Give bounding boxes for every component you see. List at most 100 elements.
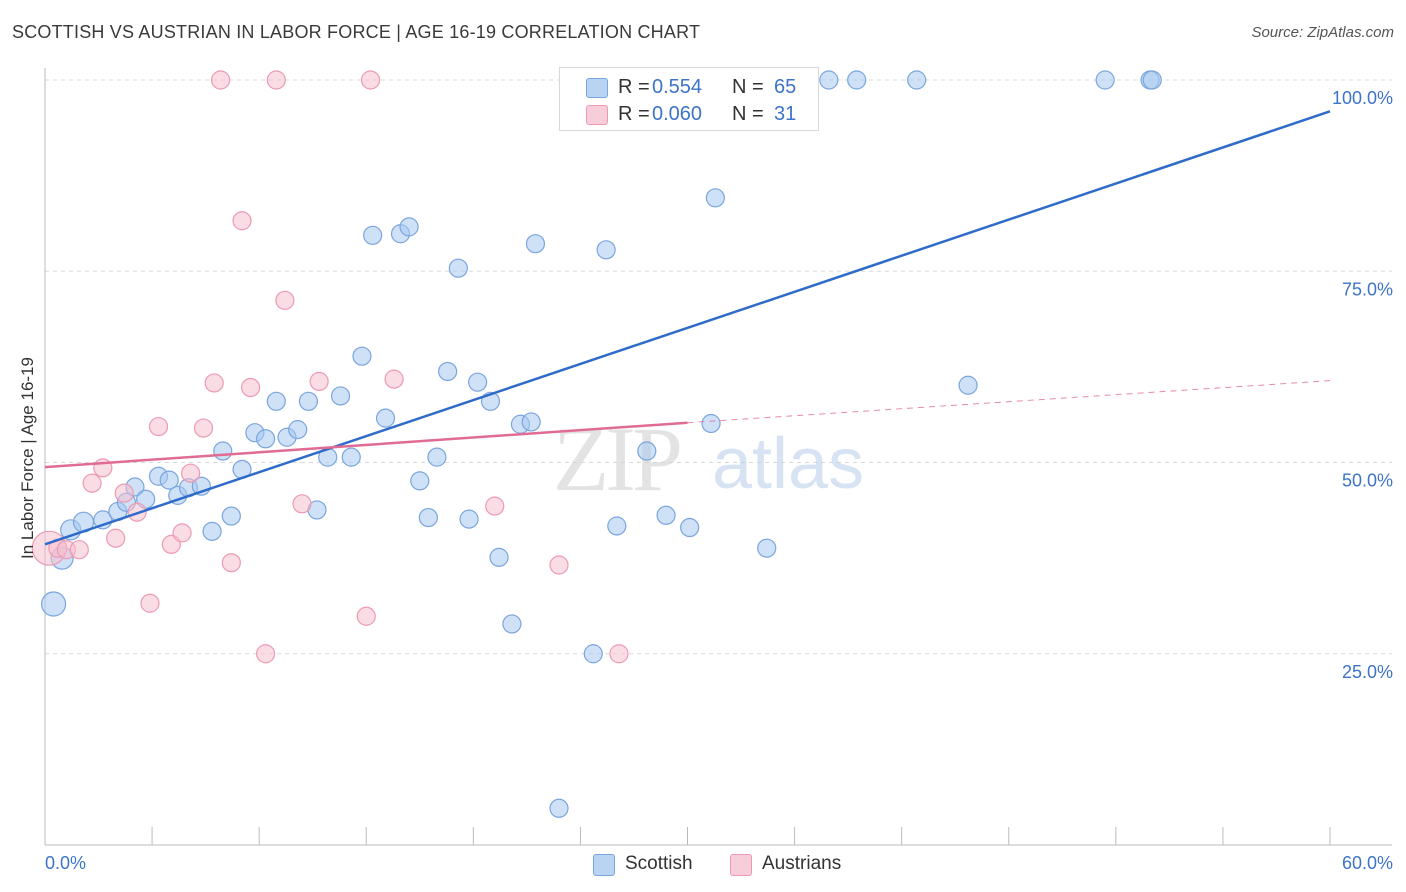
austrian-point (485, 496, 505, 516)
y-tick-label: 50.0% (1342, 471, 1393, 491)
scottish-point (363, 225, 383, 245)
austrian-point (211, 70, 231, 90)
x-tick-label: 0.0% (45, 853, 86, 873)
scottish-point (583, 644, 603, 664)
scottish-point (298, 391, 319, 411)
scottish-point (288, 420, 308, 440)
scottish-point (418, 507, 438, 528)
scottish-point (255, 429, 276, 449)
scottish-point (819, 70, 839, 90)
scottish-point (1142, 70, 1162, 90)
scottish-point (521, 412, 541, 432)
scottish-point (352, 346, 372, 366)
scottish-point (525, 234, 546, 254)
austrian-point (69, 540, 89, 560)
y-tick-label: 25.0% (1342, 662, 1393, 682)
axes (44, 68, 1392, 846)
austrian-point (140, 593, 160, 613)
austrian-point (309, 371, 329, 392)
scottish-point (607, 516, 627, 536)
y-axis-label: In Labor Force | Age 16-19 (18, 357, 37, 559)
scottish-point (438, 361, 458, 382)
scottish-point (410, 471, 430, 491)
legend-swatch-austrians (586, 105, 608, 125)
austrian-point (360, 70, 381, 90)
trend-line-austrians (687, 380, 1331, 424)
legend-label-austrians: Austrians (762, 853, 842, 874)
austrian-point (292, 494, 312, 514)
scottish-point (637, 441, 657, 461)
austrian-point (114, 483, 134, 503)
austrian-point (181, 463, 201, 483)
y-tick-label: 100.0% (1332, 88, 1393, 108)
scottish-point (40, 591, 67, 617)
scottish-point (701, 413, 721, 434)
scottish-point (757, 538, 777, 558)
legend-swatch-austrians (730, 854, 752, 876)
tick-labels: 25.0% 50.0% 75.0% 100.0% 0.0% 60.0% (45, 88, 1393, 873)
legend-swatch-scottish (593, 854, 615, 876)
n-label: N = (732, 103, 764, 125)
scottish-point (202, 521, 222, 541)
scottish-point (448, 258, 468, 278)
austrian-point (232, 211, 252, 231)
austrian-point (106, 528, 126, 548)
legend-swatch-scottish (586, 78, 608, 98)
scottish-point (330, 386, 351, 406)
austrian-point (82, 473, 102, 493)
scottish-point (502, 614, 522, 634)
scottish-point (427, 447, 447, 467)
austrian-point (221, 553, 241, 573)
r-value: 0.060 (652, 103, 703, 125)
r-label: R = (618, 103, 650, 125)
x-tick-label: 60.0% (1342, 853, 1393, 873)
r-value: 0.554 (652, 76, 703, 98)
scottish-point (266, 391, 286, 411)
austrian-point (384, 369, 404, 389)
austrian-point (172, 523, 192, 543)
austrian-point (356, 606, 376, 626)
r-label: R = (618, 76, 650, 98)
scottish-point (705, 188, 725, 208)
austrian-point (241, 377, 261, 398)
source-credit: Source: ZipAtlas.com (1251, 24, 1394, 41)
n-value: 31 (774, 103, 797, 125)
scottish-point (213, 441, 233, 461)
legend-label-scottish: Scottish (625, 853, 693, 874)
austrian-point (148, 416, 169, 437)
watermark-zip: ZIP (553, 408, 680, 510)
scottish-point (680, 517, 700, 538)
scottish-point (221, 506, 241, 526)
scottish-point (958, 375, 978, 395)
austrian-point (609, 644, 629, 664)
scottish-point (375, 408, 396, 428)
legend-stats: R = 0.554 N = 65 R = 0.060 N = 31 (559, 67, 819, 131)
austrian-point (275, 290, 295, 310)
scottish-point (341, 447, 361, 467)
chart-title: SCOTTISH VS AUSTRIAN IN LABOR FORCE | AG… (12, 22, 701, 42)
scottish-point (596, 240, 616, 260)
trend-lines (44, 110, 1331, 546)
austrian-point (255, 644, 276, 664)
data-points (31, 70, 1162, 818)
austrian-point (549, 555, 569, 575)
austrian-point (266, 70, 286, 90)
n-label: N = (732, 76, 764, 98)
trend-line-austrians (44, 421, 688, 469)
scottish-point (468, 372, 488, 392)
legend-series: Scottish Austrians (0, 852, 1406, 880)
scottish-point (549, 798, 569, 818)
n-value: 65 (774, 76, 797, 98)
scottish-point (847, 70, 867, 90)
scottish-point (1095, 70, 1115, 90)
austrian-point (204, 373, 224, 393)
grid-lines (45, 79, 1392, 655)
trend-line-scottish (44, 110, 1331, 546)
scottish-point (907, 70, 927, 90)
watermark-atlas: atlas (712, 424, 864, 504)
scottish-point (399, 217, 419, 237)
scottish-point (489, 547, 509, 567)
scottish-point (159, 470, 179, 490)
austrian-point (193, 418, 214, 438)
